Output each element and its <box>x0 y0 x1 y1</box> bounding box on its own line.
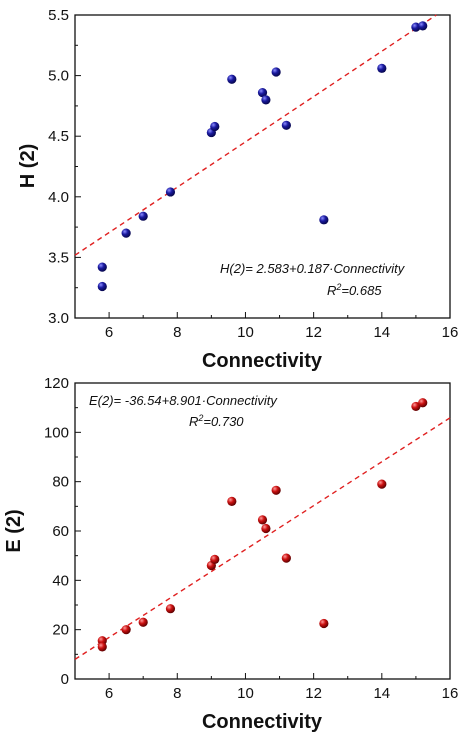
x-tick-label: 8 <box>173 324 181 341</box>
x-axis-title: Connectivity <box>202 350 323 372</box>
data-point <box>411 22 421 32</box>
regression-line <box>74 14 437 256</box>
data-point <box>97 642 107 652</box>
data-point <box>281 120 291 130</box>
regression-equation: H(2)= 2.583+0.187·Connectivity <box>220 261 406 276</box>
y-tick-label: 100 <box>44 424 69 441</box>
top-chart: 6 8 10 12 14 16 3.0 3.5 4.0 4.5 5.0 5.5 Connectivit… <box>17 7 458 372</box>
x-tick-label: 14 <box>373 685 390 702</box>
y-tick-label: 4.0 <box>48 189 69 206</box>
y-tick-label: 0 <box>61 671 69 688</box>
x-tick-label: 12 <box>305 324 322 341</box>
y-tick-label: 60 <box>52 523 69 540</box>
y-tick-label: 5.5 <box>48 7 69 24</box>
y-tick-label: 80 <box>52 474 69 491</box>
data-point <box>227 74 237 84</box>
data-point <box>138 211 148 221</box>
data-point <box>418 398 428 408</box>
data-point <box>121 228 131 238</box>
x-tick-label: 8 <box>173 685 181 702</box>
axis-ticks: 6 8 10 12 14 16 3.0 3.5 4.0 4.5 5.0 5.5 <box>48 7 458 341</box>
y-tick-label: 20 <box>52 622 69 639</box>
x-tick-label: 12 <box>305 685 322 702</box>
data-point <box>261 523 271 534</box>
data-point <box>121 625 131 635</box>
data-point <box>281 553 291 563</box>
r-squared-label: R2=0.685 <box>327 282 382 298</box>
regression-equation: E(2)= -36.54+8.901·Connectivity <box>89 393 278 408</box>
x-tick-label: 16 <box>442 324 458 341</box>
y-tick-label: 120 <box>44 375 69 392</box>
y-axis-title: H (2) <box>17 144 39 188</box>
r-squared-label: R2=0.730 <box>189 413 244 429</box>
y-tick-label: 40 <box>52 572 69 589</box>
y-tick-label: 3.5 <box>48 249 69 266</box>
data-point <box>319 618 329 629</box>
y-axis-title: E (2) <box>3 509 25 552</box>
axis-ticks: 6 8 10 12 14 16 0 20 40 60 80 100 120 <box>44 375 458 702</box>
data-point <box>138 617 148 627</box>
data-point <box>165 187 176 197</box>
data-point <box>97 262 107 272</box>
data-points <box>97 398 428 652</box>
data-point <box>411 401 421 412</box>
data-point <box>227 496 237 506</box>
data-point <box>210 554 220 564</box>
y-tick-label: 4.5 <box>48 128 69 145</box>
data-point <box>319 215 329 225</box>
data-points <box>97 21 428 292</box>
data-point <box>261 95 271 105</box>
data-point <box>377 479 387 489</box>
x-axis-title: Connectivity <box>202 711 323 732</box>
y-tick-label: 3.0 <box>48 310 69 327</box>
y-tick-label: 5.0 <box>48 68 69 85</box>
data-point <box>271 485 281 495</box>
data-point <box>418 21 428 31</box>
x-tick-label: 6 <box>105 685 113 702</box>
regression-line <box>74 417 451 660</box>
data-point <box>257 87 268 98</box>
bottom-chart: 6 8 10 12 14 16 0 20 40 60 80 100 120 Connectivity E… <box>3 375 458 732</box>
data-point <box>97 281 107 292</box>
data-point <box>377 63 387 73</box>
data-point <box>210 121 220 132</box>
data-point <box>165 604 176 614</box>
data-point <box>271 67 281 77</box>
x-tick-label: 14 <box>373 324 390 341</box>
x-tick-label: 10 <box>237 324 254 341</box>
x-tick-label: 6 <box>105 324 113 341</box>
x-tick-label: 10 <box>237 685 254 702</box>
x-tick-label: 16 <box>442 685 458 702</box>
data-point <box>257 515 268 525</box>
